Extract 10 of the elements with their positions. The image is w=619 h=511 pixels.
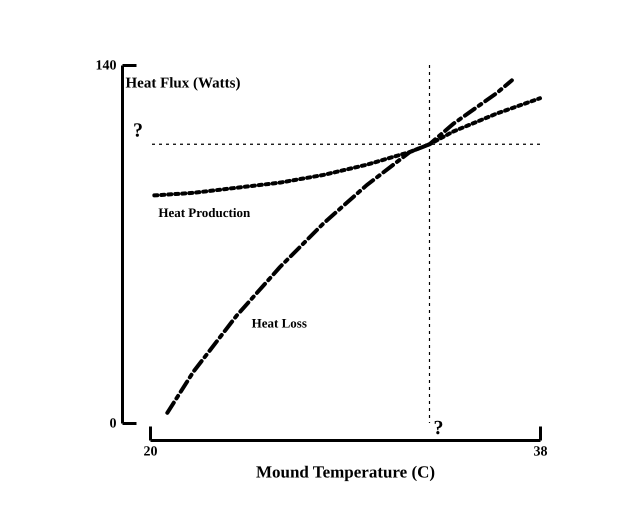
ref-line-label: ? — [133, 119, 143, 142]
y-axis-title: Heat Flux (Watts) — [126, 76, 240, 92]
series-label: Heat Production — [158, 204, 251, 220]
ref-line-label: ? — [434, 417, 444, 439]
x-axis-title: Mound Temperature (C) — [256, 462, 436, 482]
y-tick-label: 140 — [96, 58, 116, 74]
x-tick-label: 20 — [144, 444, 158, 460]
y-tick-label: 0 — [110, 416, 116, 432]
series-label: Heat Loss — [252, 316, 307, 331]
x-tick-label: 38 — [534, 444, 548, 460]
